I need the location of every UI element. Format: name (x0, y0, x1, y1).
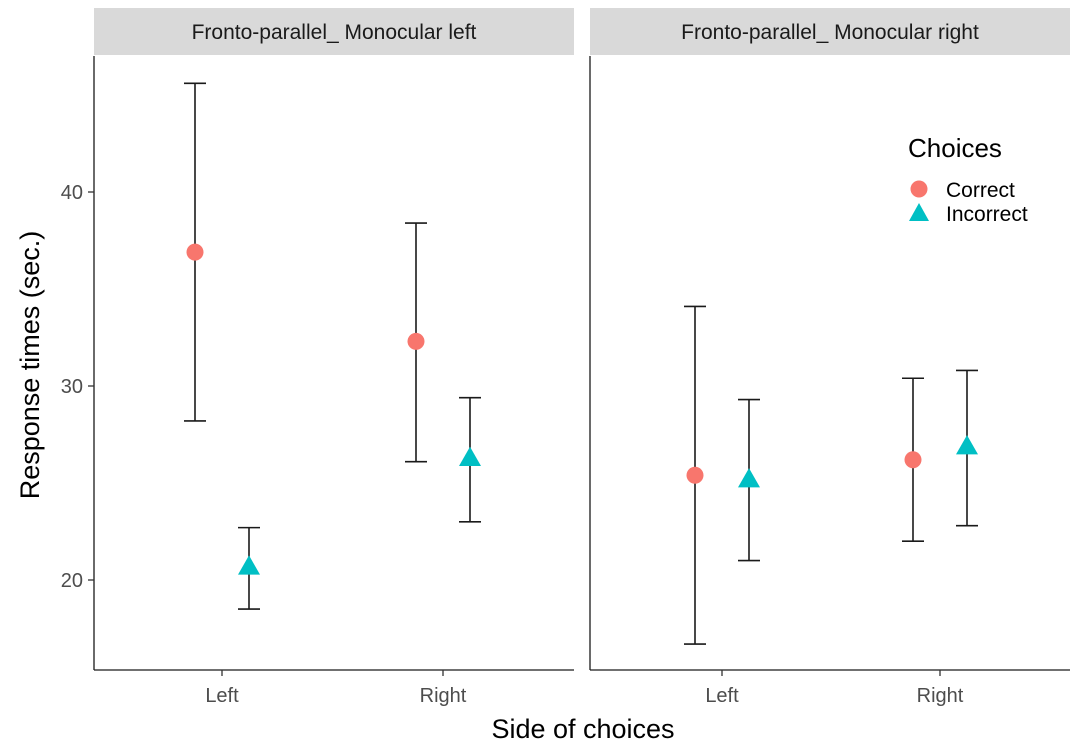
point-right-correct (904, 451, 922, 469)
legend-label-correct: Correct (946, 179, 1015, 202)
point-right-incorrect (459, 446, 481, 467)
legend-title: Choices (908, 133, 1002, 163)
x-axis-title: Side of choices (491, 714, 674, 742)
panel-2: Fronto-parallel_ Monocular right Left Righ… (589, 8, 1070, 707)
x-tick-label: Right (420, 685, 467, 707)
point-left-incorrect (738, 468, 760, 488)
panel-1: Fronto-parallel_ Monocular left 20 30 40 Lef… (61, 8, 574, 707)
legend-key-incorrect (909, 203, 929, 221)
point-left-correct (186, 243, 204, 261)
point-left-correct (686, 466, 704, 484)
y-axis-title: Response times (sec.) (15, 231, 45, 500)
panels: Fronto-parallel_ Monocular left 20 30 40 Lef… (61, 8, 1070, 707)
legend-key-correct (910, 180, 928, 198)
facet-strip-label: Fronto-parallel_ Monocular left (192, 21, 477, 44)
facet-strip (590, 8, 1070, 55)
point-right-incorrect (956, 435, 978, 455)
y-tick-label: 30 (61, 376, 83, 398)
y-tick-label: 20 (61, 570, 83, 592)
point-left-incorrect (238, 555, 260, 575)
facet-strip-label: Fronto-parallel_ Monocular right (681, 21, 979, 44)
facet-strip (94, 8, 574, 55)
x-tick-label: Left (705, 685, 739, 707)
x-tick-label: Left (205, 685, 239, 707)
legend: Choices Correct Incorrect (908, 133, 1028, 226)
point-right-correct (407, 332, 425, 350)
x-tick-label: Right (917, 685, 964, 707)
legend-label-incorrect: Incorrect (946, 203, 1028, 226)
y-tick-label: 40 (61, 182, 83, 204)
